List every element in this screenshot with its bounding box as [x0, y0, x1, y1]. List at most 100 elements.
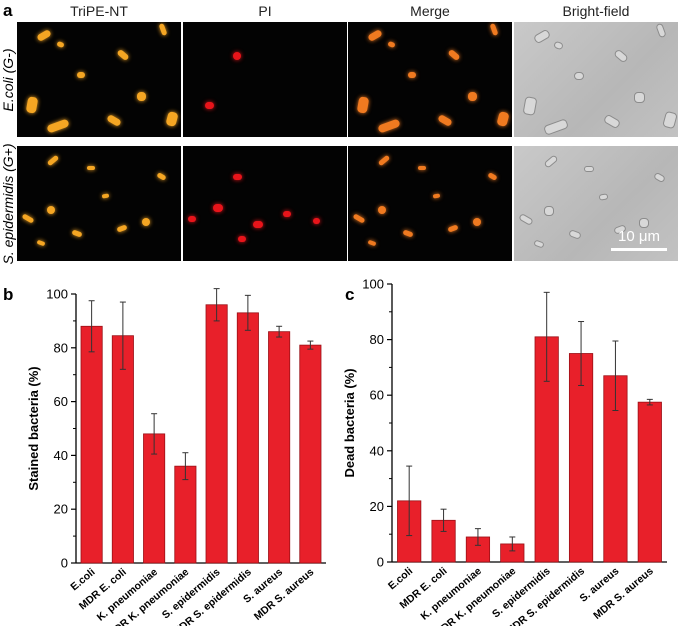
x-tick-label: E.coli — [386, 565, 415, 592]
bacterium-cell — [367, 239, 377, 247]
y-axis-label: Dead bacteria (%) — [342, 368, 357, 477]
bacterium-cell — [56, 40, 65, 49]
column-header-bright-field: Bright-field — [562, 3, 630, 19]
y-tick-label: 0 — [61, 556, 68, 571]
bacterium-cell — [662, 110, 678, 130]
bacterium-cell — [87, 166, 95, 170]
bacterium-cell — [468, 92, 477, 101]
panel-c-letter: c — [345, 285, 355, 304]
micrograph-merge-row1 — [348, 22, 512, 137]
scale-bar — [611, 248, 667, 251]
bacterium-cell — [408, 72, 416, 78]
x-tick-label: MDR S. aureus — [591, 565, 656, 622]
y-axis-label: Stained bacteria (%) — [26, 366, 41, 490]
bacterium-cell — [205, 102, 214, 109]
bacterium-cell — [655, 22, 667, 39]
bacterium-cell — [25, 96, 39, 114]
bacterium-cell — [21, 213, 35, 224]
bar — [174, 465, 197, 564]
bacterium-cell — [652, 171, 667, 184]
y-tick-label: 100 — [46, 287, 68, 302]
bacterium-cell — [101, 193, 110, 199]
bacterium-cell — [106, 113, 122, 128]
bacterium-cell — [165, 110, 179, 128]
bar — [205, 304, 228, 564]
bacterium-cell — [253, 221, 263, 228]
panel-b-letter: b — [3, 285, 14, 304]
bacterium-cell — [543, 154, 559, 169]
y-tick-label: 20 — [54, 502, 68, 517]
bacterium-cell — [36, 239, 46, 247]
bacterium-cell — [356, 96, 370, 114]
bacterium-cell — [553, 40, 564, 51]
bacterium-cell — [584, 166, 594, 172]
bacterium-cell — [233, 174, 242, 180]
bacterium-cell — [213, 204, 223, 212]
y-tick-label: 80 — [370, 332, 384, 347]
bacterium-cell — [447, 224, 459, 233]
column-header-merge: Merge — [410, 3, 450, 19]
bacterium-cell — [598, 193, 609, 201]
bacterium-cell — [116, 48, 130, 62]
y-tick-label: 40 — [370, 443, 384, 458]
bar — [236, 312, 259, 564]
bacterium-cell — [233, 52, 241, 60]
bacterium-cell — [487, 172, 498, 181]
bacterium-cell — [352, 213, 366, 224]
panel-a-letter: a — [3, 1, 13, 20]
micrograph-tripe-nt-row1 — [17, 22, 181, 137]
micrograph-merge-row2 — [348, 146, 512, 261]
bacterium-cell — [188, 216, 196, 222]
bacterium-cell — [378, 206, 386, 214]
bacterium-cell — [574, 72, 584, 80]
column-header-tripe-nt: TriPE-NT — [70, 3, 128, 19]
row-label-s-epidermidis: S. epidermidis (G+) — [0, 143, 16, 265]
y-tick-label: 60 — [370, 388, 384, 403]
y-tick-label: 40 — [54, 448, 68, 463]
micrograph-bright-field-row1 — [514, 22, 678, 137]
bacterium-cell — [447, 48, 461, 62]
bacterium-cell — [142, 218, 150, 226]
bacterium-cell — [116, 224, 128, 233]
micrograph-tripe-nt-row2 — [17, 146, 181, 261]
bacterium-cell — [568, 229, 582, 240]
row-label-ecoli: E.coli (G-) — [0, 48, 16, 112]
bacterium-cell — [639, 218, 649, 228]
bacterium-cell — [46, 154, 60, 167]
column-header-pi: PI — [258, 3, 272, 19]
bacterium-cell — [602, 113, 622, 130]
bacterium-cell — [46, 118, 70, 134]
bacterium-cell — [544, 206, 554, 216]
bacterium-cell — [522, 96, 538, 116]
scale-bar-label: 10 μm — [618, 228, 660, 245]
bacterium-cell — [283, 211, 291, 217]
bacterium-cell — [473, 218, 481, 226]
y-tick-label: 60 — [54, 394, 68, 409]
y-tick-label: 20 — [370, 499, 384, 514]
bacterium-cell — [532, 28, 552, 45]
y-tick-label: 100 — [362, 277, 384, 292]
micrograph-bright-field-row2 — [514, 146, 678, 261]
bacterium-cell — [613, 48, 629, 64]
bacterium-cell — [77, 72, 85, 78]
y-tick-label: 80 — [54, 340, 68, 355]
bacterium-cell — [158, 23, 168, 36]
bacterium-cell — [402, 229, 414, 238]
bacterium-cell — [437, 113, 453, 128]
bacterium-cell — [634, 92, 645, 103]
bacterium-cell — [489, 23, 499, 36]
bacterium-cell — [36, 28, 52, 43]
bacterium-cell — [377, 118, 401, 134]
bar — [637, 401, 662, 563]
bacterium-cell — [518, 212, 534, 227]
bacterium-cell — [418, 166, 426, 170]
bacterium-cell — [156, 172, 167, 181]
bacterium-cell — [71, 229, 83, 238]
bacterium-cell — [496, 110, 510, 128]
bacterium-cell — [387, 40, 396, 49]
bacterium-cell — [432, 193, 441, 199]
bacterium-cell — [238, 236, 246, 242]
bar — [268, 331, 291, 564]
bacterium-cell — [533, 239, 545, 249]
